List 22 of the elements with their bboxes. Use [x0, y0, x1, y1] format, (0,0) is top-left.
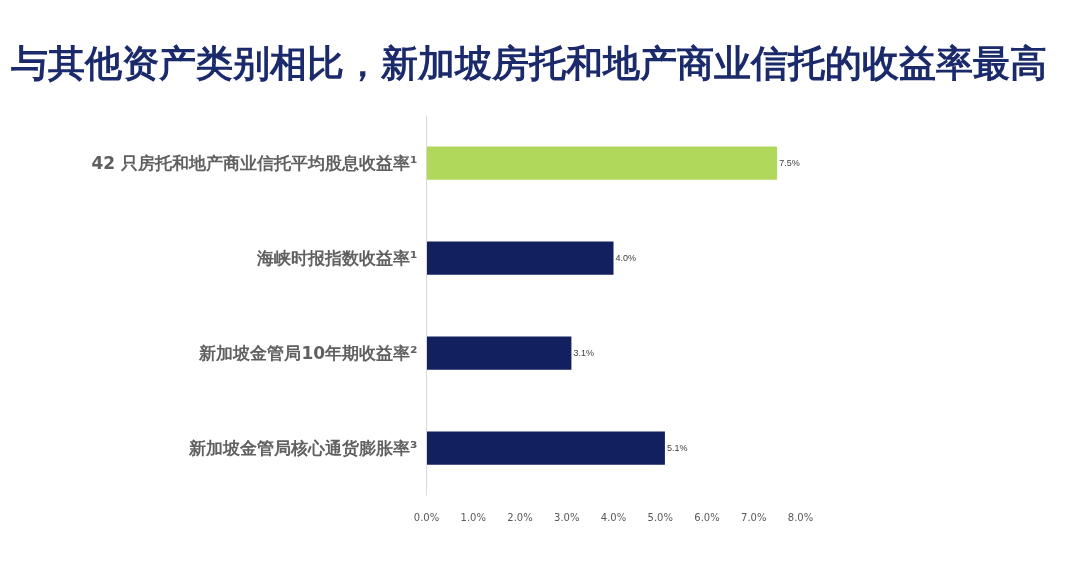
bar [426, 241, 614, 275]
y-tick-label: 新加坡金管局10年期收益率² [198, 343, 418, 363]
data-label: 7.5% [779, 158, 800, 168]
x-tick-label: 0.0% [413, 511, 440, 523]
y-tick-label: 新加坡金管局核心通货膨胀率³ [188, 438, 418, 458]
x-tick-label: 1.0% [460, 511, 486, 523]
x-tick-label: 8.0% [787, 511, 814, 523]
bar [426, 146, 778, 180]
y-tick-label: 海峡时报指数收益率¹ [256, 248, 418, 268]
bar [426, 336, 572, 370]
chart-title: 与其他资产类别相比，新加坡房托和地产商业信托的收益率最高 [10, 41, 1047, 85]
x-tick-label: 6.0% [694, 511, 720, 523]
x-tick-label: 2.0% [507, 511, 533, 523]
x-tick-label: 4.0% [600, 511, 627, 523]
x-tick-label: 3.0% [554, 511, 580, 523]
data-label: 3.1% [573, 348, 594, 358]
y-tick-label: 42 只房托和地产商业信托平均股息收益率¹ [91, 153, 418, 173]
data-label: 5.1% [666, 443, 688, 453]
data-label: 4.0% [615, 253, 637, 263]
x-tick-label: 5.0% [647, 511, 673, 523]
x-tick-label: 7.0% [741, 511, 767, 523]
bar [426, 431, 665, 465]
